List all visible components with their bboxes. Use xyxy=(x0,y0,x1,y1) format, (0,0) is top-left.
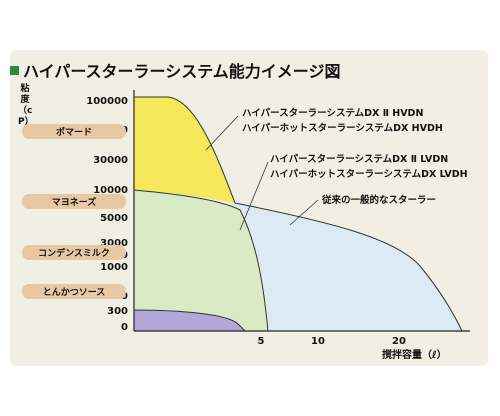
annotation-lvdn: ハイパースターラーシステムDX Ⅱ LVDN xyxy=(270,153,448,165)
hvd-curve xyxy=(134,96,236,204)
reference-label-pomade: ポマード xyxy=(56,126,92,138)
small-region xyxy=(134,310,245,331)
lvd-leader-line xyxy=(239,161,269,231)
chart-title-text: ハイパースターラーシステム能力イメージ図 xyxy=(23,62,341,81)
y-axis-label: 粘度（cP） xyxy=(18,84,34,127)
y-tick-label: 300 xyxy=(107,306,128,317)
annotation-hvdh: ハイパーホットスターラーシステムDX HVDH xyxy=(242,122,443,134)
reference-pill xyxy=(22,245,126,260)
reference-pill xyxy=(22,194,126,209)
y-tick-label: 0 xyxy=(121,322,128,333)
lvd-region xyxy=(134,190,268,331)
annotation-lvdh: ハイパーホットスターラーシステムDX LVDH xyxy=(270,168,468,180)
x-tick-label: 5 xyxy=(258,336,265,347)
reference-pill xyxy=(22,284,126,299)
y-tick-label: 1000 xyxy=(100,262,128,273)
y-tick-label: 30000 xyxy=(93,155,128,166)
title-bullet-icon xyxy=(10,66,19,75)
hvd-region xyxy=(134,97,235,203)
reference-label-mayonnaise: マヨネーズ xyxy=(52,196,97,208)
reference-pill xyxy=(22,124,126,139)
reference-label-tonkatsu-sauce: とんかつソース xyxy=(43,287,106,298)
general-stirrer-region xyxy=(235,203,462,331)
x-tick-label: 10 xyxy=(311,336,325,347)
x-tick-label: 20 xyxy=(392,336,406,347)
hvd-leader-line xyxy=(205,115,239,151)
y-tick-label: 10000 xyxy=(93,185,128,196)
y-tick-label: 5000 xyxy=(100,213,128,224)
small-curve xyxy=(133,309,246,332)
y-tick-label: 3000 xyxy=(100,238,128,249)
annotation-general-stirrer: 従来の一般的なスターラー xyxy=(321,194,436,206)
y-tick-label: 100000 xyxy=(86,96,128,107)
x-axis-label: 撹拌容量（ℓ） xyxy=(382,348,447,361)
lvd-curve xyxy=(133,189,269,332)
general-leader-line xyxy=(289,199,319,226)
chart-title: ハイパースターラーシステム能力イメージ図 xyxy=(10,58,340,82)
reference-label-condensed-milk: コンデンスミルク xyxy=(38,247,110,259)
annotation-hvdn: ハイパースターラーシステムDX Ⅱ HVDN xyxy=(242,107,423,119)
